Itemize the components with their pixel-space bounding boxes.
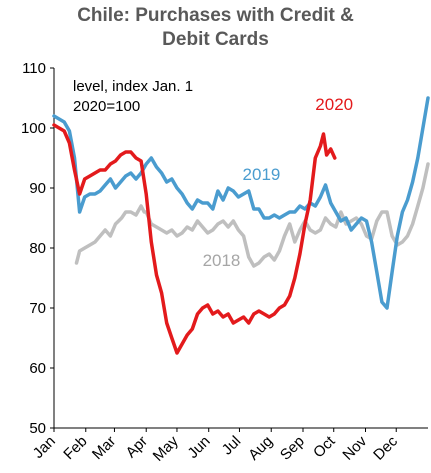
- x-tick-label: Oct: [310, 432, 339, 461]
- x-tick-label: Aug: [245, 433, 276, 464]
- series-label-2019: 2019: [243, 165, 281, 184]
- x-tick-label: Jun: [184, 433, 213, 462]
- x-tick-label: Apr: [123, 433, 152, 462]
- series-label-2020: 2020: [315, 95, 353, 114]
- chart-series-lines: [52, 96, 430, 355]
- series-line-2020: [52, 123, 337, 355]
- y-tick-label: 80: [29, 240, 46, 257]
- y-tick-label: 100: [21, 120, 46, 137]
- annotation-line-2: 2020=100: [73, 98, 140, 115]
- y-tick-label: 70: [29, 300, 46, 317]
- x-tick-label: Mar: [89, 433, 119, 463]
- y-tick-label: 110: [22, 60, 46, 77]
- x-tick-label: Jan: [30, 433, 59, 462]
- x-tick-label: Jul: [219, 433, 245, 459]
- x-tick-label: Feb: [60, 433, 90, 463]
- chart-title-line-2: Debit Cards: [162, 29, 269, 50]
- annotation-line-1: level, index Jan. 1: [73, 78, 193, 95]
- x-tick-label: Dec: [370, 432, 401, 463]
- y-tick-label: 60: [29, 360, 46, 377]
- chart-title: Chile: Purchases with Credit & Debit Car…: [0, 4, 431, 52]
- y-tick-label: 50: [29, 420, 46, 437]
- series-line-2019: [52, 96, 430, 310]
- x-tick-label: Sep: [277, 433, 308, 464]
- series-label-2018: 2018: [203, 251, 241, 270]
- series-line-2018: [74, 162, 430, 268]
- chart-title-line-1: Chile: Purchases with Credit &: [77, 5, 354, 26]
- x-tick-label: Nov: [339, 432, 370, 463]
- y-tick-label: 90: [29, 180, 46, 197]
- x-tick-label: May: [150, 432, 182, 464]
- chart-labels: 2018 2019 2020: [203, 95, 354, 270]
